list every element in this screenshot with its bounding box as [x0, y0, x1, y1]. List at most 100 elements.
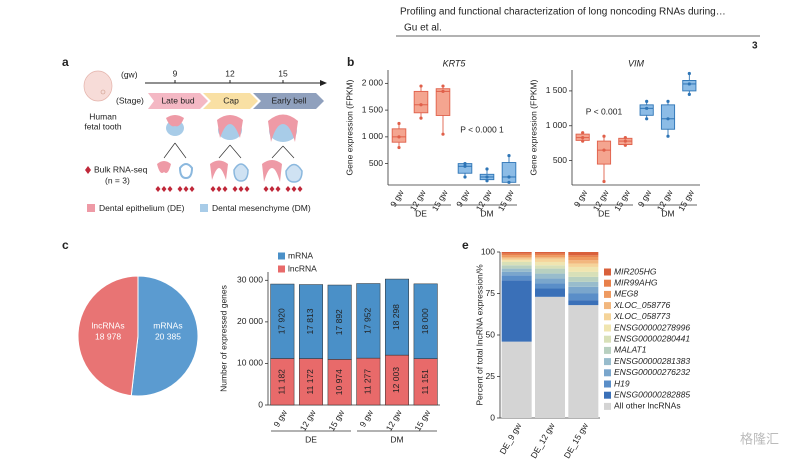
data-point: [463, 162, 467, 166]
y-tick-label: 75: [486, 288, 496, 298]
bar-segment: [501, 265, 532, 269]
panel-label: e: [462, 238, 469, 252]
bar-segment: [568, 286, 599, 294]
panel-label: c: [62, 238, 69, 252]
data-point: [623, 139, 627, 143]
pie-slice: [77, 275, 139, 397]
y-tick-label: 500: [553, 155, 567, 165]
legend-label: ENSG00000281383: [614, 356, 690, 366]
data-point: [485, 179, 489, 183]
bar-segment: [413, 283, 438, 359]
stage: Early bell: [272, 95, 307, 105]
tooth-germs: [166, 114, 298, 142]
sequencing-label: Bulk RNA-seq: [94, 164, 148, 174]
legend-swatch: [278, 265, 285, 273]
branch: [271, 145, 284, 159]
dm-piece: [233, 163, 249, 182]
bar-segment: [535, 256, 565, 259]
y-tick-label: 10 000: [237, 358, 263, 368]
bar-segment: [535, 261, 565, 266]
data-point: [441, 89, 445, 93]
tissue-label: Human: [89, 111, 117, 121]
data-point: [687, 92, 691, 96]
tissue-label: fetal tooth: [84, 121, 122, 131]
stage-chevron: [203, 93, 258, 109]
data-point: [581, 136, 585, 140]
y-tick-label: 0: [490, 412, 495, 422]
data-point: [507, 180, 511, 184]
slice-value: 18 978: [95, 331, 121, 341]
diamond: [232, 186, 238, 192]
bar-segment: [568, 271, 599, 277]
data-point: [397, 135, 401, 139]
legend-label: ENSG00000278996: [614, 322, 690, 332]
replicate-diamonds: [155, 186, 303, 192]
legend-swatch: [604, 369, 611, 377]
legend-swatch: [604, 290, 611, 298]
legend-label: MIR99AHG: [614, 277, 658, 287]
legend-label: ENSG00000276232: [614, 367, 690, 377]
dm-piece: [178, 163, 194, 180]
data-point: [645, 117, 649, 121]
branch: [282, 145, 295, 159]
bar-segment: [501, 255, 532, 257]
bar-segment: [568, 255, 599, 257]
stage-label: (Stage): [116, 95, 144, 105]
group-label: DM: [661, 208, 674, 218]
slice-label: mRNAs: [153, 320, 182, 330]
legend-swatch: [604, 324, 611, 332]
diamond: [297, 186, 303, 192]
tooth-icon-mark: [100, 89, 106, 95]
branch-lines: [163, 142, 295, 159]
legend-swatch: [604, 391, 611, 399]
legend-label: mRNA: [288, 250, 313, 260]
bar-segment: [384, 278, 410, 356]
branch: [174, 142, 187, 159]
diamond: [238, 186, 244, 192]
data-point: [397, 145, 401, 150]
timepoint: 12: [225, 68, 235, 78]
stage-chevron: [253, 93, 324, 109]
tooth-germ-de: [166, 115, 184, 127]
value-label: 12 003: [391, 367, 401, 393]
legend-label: XLOC_058776: [613, 300, 671, 310]
bar-segment: [535, 253, 565, 256]
bar-segment: [568, 293, 599, 301]
legend-swatch: [604, 313, 611, 321]
data-point: [666, 117, 670, 121]
diamond-key: [85, 166, 91, 174]
legend-label: Dental mesenchyme (DM): [212, 203, 311, 213]
bar-segment: [535, 268, 565, 274]
data-point: [441, 84, 445, 88]
diamond: [269, 186, 275, 192]
legend-label: ENSG00000280441: [614, 333, 690, 343]
box: [639, 104, 654, 116]
legend-swatch: [278, 252, 285, 260]
legend-swatch: [604, 346, 611, 354]
data-point: [485, 167, 489, 171]
legend-label: MEG8: [614, 289, 638, 299]
y-tick-label: 1 500: [546, 85, 568, 95]
bar-segment: [535, 283, 565, 289]
data-point: [507, 175, 511, 179]
data-point: [645, 106, 649, 110]
value-label: 11 151: [420, 369, 430, 395]
bar-segment: [356, 283, 381, 359]
bar-segment: [535, 273, 565, 279]
replicates-label: (n = 3): [105, 175, 130, 185]
legend-swatch: [604, 402, 611, 410]
data-point: [419, 84, 423, 88]
dm-piece: [285, 163, 303, 183]
data-point: [441, 132, 445, 136]
branch: [218, 144, 231, 159]
y-tick-label: 500: [369, 158, 383, 168]
legend-swatch: [604, 335, 611, 343]
bar-segment: [535, 252, 565, 254]
watermark: 格隆汇: [740, 431, 779, 446]
diamond: [263, 186, 269, 192]
value-label: 17 952: [363, 308, 373, 334]
annotation: P < 0.001: [586, 106, 623, 116]
y-tick-label: 1 500: [362, 104, 384, 114]
data-point: [485, 175, 489, 179]
legend-swatch: [604, 268, 611, 276]
